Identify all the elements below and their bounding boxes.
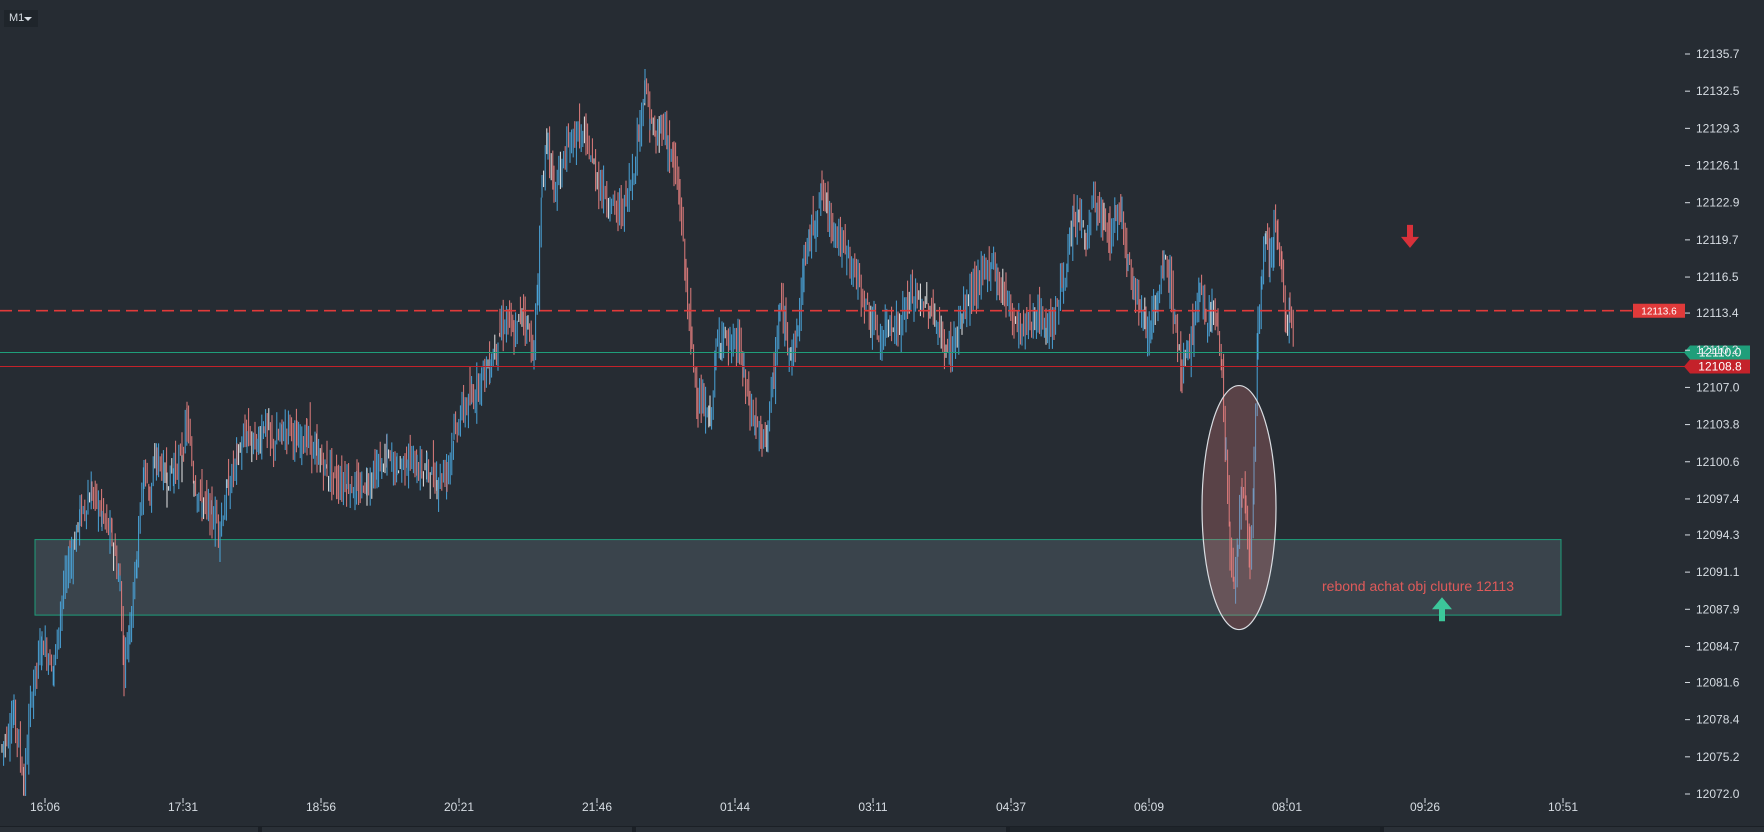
price-tick-label: 12094.3 xyxy=(1696,528,1740,542)
bottom-tab[interactable] xyxy=(636,827,1006,832)
time-axis: 16:06 17:31 18:56 20:21 21:46 01:44 03:11 04:37… xyxy=(30,798,1578,814)
candles-layer xyxy=(1,69,1294,797)
bottom-tab[interactable] xyxy=(262,827,632,832)
price-tick-label: 12116.5 xyxy=(1696,270,1739,284)
time-tick-label: 09:26 xyxy=(1410,800,1440,814)
price-tick-label: 12100.6 xyxy=(1696,455,1740,469)
bottom-tab[interactable] xyxy=(1010,827,1380,832)
price-tick-label: 12103.8 xyxy=(1696,418,1740,432)
price-tick-label: 12135.7 xyxy=(1696,47,1740,61)
price-axis: 12135.7 12132.5 12129.3 12126.1 12122.9 12119… xyxy=(1685,47,1740,801)
dashed-resistance-label: 12113.6 xyxy=(1641,307,1677,318)
support-zone xyxy=(34,539,1562,616)
ask-line-label-bg xyxy=(1684,345,1750,360)
price-tick-label: 12081.6 xyxy=(1696,675,1740,689)
price-tick-label: 12129.3 xyxy=(1696,121,1740,135)
price-tick-label: 12091.1 xyxy=(1696,565,1740,579)
time-tick-label: 10:51 xyxy=(1548,800,1578,814)
price-tick-label: 12122.9 xyxy=(1696,196,1740,210)
price-tick-label: 12110.2 xyxy=(1696,343,1739,357)
price-tick-label: 12078.4 xyxy=(1696,713,1740,727)
price-tick-label: 12132.5 xyxy=(1696,84,1740,98)
time-tick-label: 06:09 xyxy=(1134,800,1164,814)
time-tick-label: 21:46 xyxy=(582,800,612,814)
timeframe-selector[interactable]: M1 xyxy=(4,10,38,27)
sell-arrow-icon xyxy=(1401,224,1419,248)
support-zone-layer xyxy=(34,539,1562,616)
chevron-down-icon xyxy=(24,17,32,21)
highlight-ellipse xyxy=(1201,384,1277,631)
timeframe-label: M1 xyxy=(9,12,25,24)
price-tick-label: 12119.7 xyxy=(1696,233,1739,247)
bid-line-label: 12108.8 xyxy=(1698,359,1742,373)
price-tick-label: 12113.4 xyxy=(1696,306,1739,320)
price-tick-label: 12097.4 xyxy=(1696,492,1740,506)
price-tick-label: 12072.0 xyxy=(1696,787,1740,801)
price-tick-label: 12087.9 xyxy=(1696,602,1740,616)
time-tick-label: 17:31 xyxy=(168,800,198,814)
price-tick-label: 12075.2 xyxy=(1696,750,1740,764)
dashed-resistance-label-bg xyxy=(1633,303,1685,318)
time-tick-label: 03:11 xyxy=(858,800,887,814)
price-tick-label: 12084.7 xyxy=(1696,639,1740,653)
time-tick-label: 18:56 xyxy=(306,800,336,814)
time-tick-label: 16:06 xyxy=(30,800,60,814)
bid-line-label-bg xyxy=(1684,359,1750,374)
overlays-layer: rebond achat obj cluture 12113 xyxy=(1201,224,1514,631)
annotation-text: rebond achat obj cluture 12113 xyxy=(1322,578,1514,594)
bottom-tab[interactable] xyxy=(1384,827,1764,832)
time-tick-label: 01:44 xyxy=(720,800,750,814)
time-tick-label: 20:21 xyxy=(444,800,474,814)
buy-arrow-icon xyxy=(1432,597,1452,622)
bottom-tab-bar xyxy=(0,826,1764,832)
time-tick-label: 04:37 xyxy=(996,800,1026,814)
ask-line-label: 12110.0 xyxy=(1699,346,1742,360)
price-tick-label: 12126.1 xyxy=(1696,159,1740,173)
time-tick-label: 08:01 xyxy=(1272,800,1302,814)
bottom-tab[interactable] xyxy=(0,827,258,832)
price-tick-label: 12107.0 xyxy=(1696,380,1740,394)
